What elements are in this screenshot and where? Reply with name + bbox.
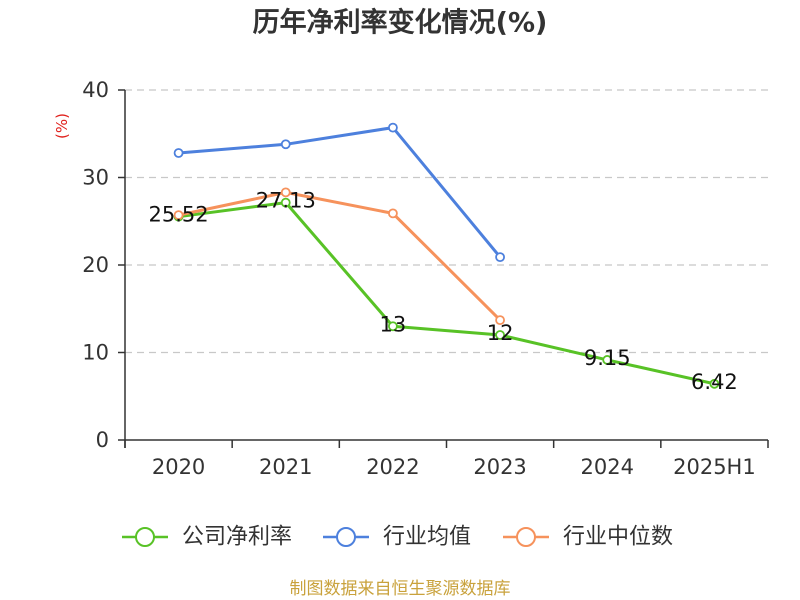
y-tick-label: 10 bbox=[82, 341, 109, 365]
legend-marker-icon bbox=[516, 527, 536, 547]
industry-average-point bbox=[388, 122, 398, 133]
y-tick-label: 0 bbox=[96, 428, 109, 452]
x-tick-label: 2024 bbox=[581, 455, 634, 479]
gridlines bbox=[125, 89, 768, 354]
company-net-margin-line bbox=[177, 201, 716, 386]
company-net-margin-point bbox=[709, 378, 720, 389]
y-tick-label: 20 bbox=[82, 253, 109, 277]
industry-median-point bbox=[388, 208, 398, 219]
industry-average-point bbox=[495, 252, 505, 263]
x-tick-label: 2025H1 bbox=[673, 455, 756, 479]
y-axis-label: (%) bbox=[53, 113, 71, 139]
chart-title: 历年净利率变化情况(%) bbox=[253, 7, 548, 39]
company-net-margin-data-label: 25.52 bbox=[149, 203, 209, 227]
company-net-margin-point bbox=[388, 321, 398, 332]
industry-median-series bbox=[173, 187, 505, 326]
axes: 0 10 20 30 40 2020 2021 2022 2023 2024 2025H1 bbox=[82, 78, 769, 479]
legend-item-company-net-margin[interactable]: 公司净利率 bbox=[122, 525, 292, 550]
legend-label: 行业中位数 bbox=[563, 525, 673, 550]
industry-average-point bbox=[280, 139, 291, 150]
x-tick-label: 2022 bbox=[366, 455, 419, 479]
industry-median-point bbox=[495, 315, 505, 326]
legend-label: 公司净利率 bbox=[182, 525, 292, 550]
company-net-margin-data-label: 6.42 bbox=[691, 370, 738, 394]
legend-marker-icon bbox=[135, 527, 155, 547]
company-net-margin-point bbox=[602, 355, 613, 365]
legend-label: 行业均值 bbox=[383, 525, 471, 550]
industry-median-point bbox=[173, 210, 184, 221]
y-tick-label: 30 bbox=[82, 166, 109, 190]
legend-item-industry-median[interactable]: 行业中位数 bbox=[503, 525, 673, 550]
company-net-margin-data-label: 27.13 bbox=[256, 189, 316, 213]
x-tick-label: 2023 bbox=[473, 455, 526, 479]
company-net-margin-point bbox=[495, 330, 505, 340]
industry-median-line bbox=[177, 190, 502, 322]
company-net-margin-data-label: 13 bbox=[380, 312, 407, 336]
legend-marker-icon bbox=[336, 527, 356, 547]
company-net-margin-data-label: 12 bbox=[487, 321, 514, 345]
company-net-margin-point bbox=[280, 197, 291, 208]
company-net-margin-series bbox=[173, 197, 720, 389]
industry-median-point bbox=[280, 187, 291, 198]
series-layer bbox=[173, 122, 720, 389]
industry-average-point bbox=[173, 148, 184, 158]
industry-average-line bbox=[177, 126, 502, 259]
x-tick-label: 2020 bbox=[152, 455, 205, 479]
legend: 公司净利率 行业均值 行业中位数 bbox=[122, 525, 673, 550]
company-net-margin-data-label: 9.15 bbox=[584, 346, 631, 370]
y-tick-label: 40 bbox=[82, 78, 109, 102]
legend-item-industry-average[interactable]: 行业均值 bbox=[323, 525, 471, 550]
x-tick-label: 2021 bbox=[259, 455, 312, 479]
industry-average-series bbox=[173, 122, 505, 263]
source-note: 制图数据来自恒生聚源数据库 bbox=[290, 579, 511, 599]
data-labels: 25.52 27.13 13 12 9.15 6.42 bbox=[149, 189, 738, 394]
